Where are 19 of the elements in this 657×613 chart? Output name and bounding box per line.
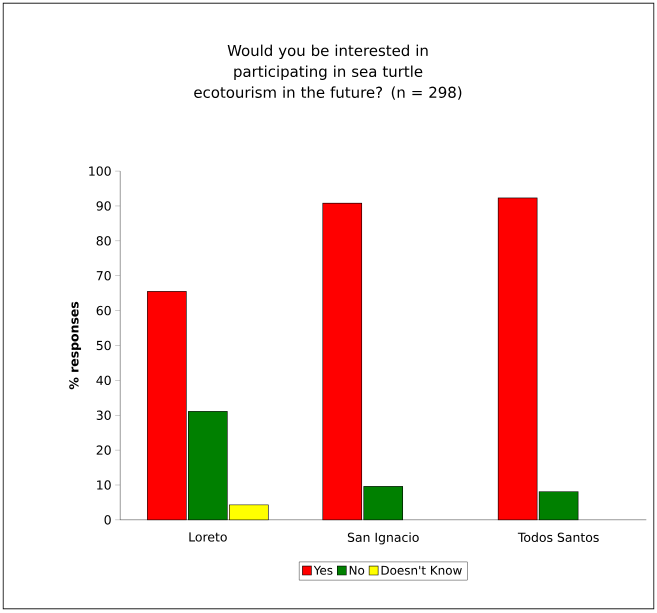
y-tick-label: 90 <box>96 201 111 211</box>
y-tick-label: 100 <box>89 166 111 176</box>
y-tick-label: 0 <box>104 515 111 525</box>
x-tick-label: San Ignacio <box>348 532 419 544</box>
y-tick-label: 30 <box>96 410 111 420</box>
y-tick-label: 70 <box>96 271 111 280</box>
x-tick-label: Todos Santos <box>518 532 599 542</box>
legend-label: Yes <box>314 566 332 575</box>
y-tick-label: 10 <box>97 480 111 490</box>
y-tick-label: 20 <box>96 445 111 455</box>
legend-label: No <box>350 566 364 575</box>
y-axis-title: % responses <box>69 302 82 390</box>
y-tick-label: 50 <box>96 340 111 350</box>
y-tick-label: 80 <box>96 236 111 246</box>
y-tick-label: 60 <box>96 306 111 316</box>
chart-title: Would you be interested in participating in sea turtle ecotourism in the future? (n = 298) <box>194 44 462 100</box>
legend-label: Doesn't Know <box>382 566 462 575</box>
y-tick-label: 40 <box>96 376 111 386</box>
x-tick-label: Loreto <box>189 532 227 542</box>
